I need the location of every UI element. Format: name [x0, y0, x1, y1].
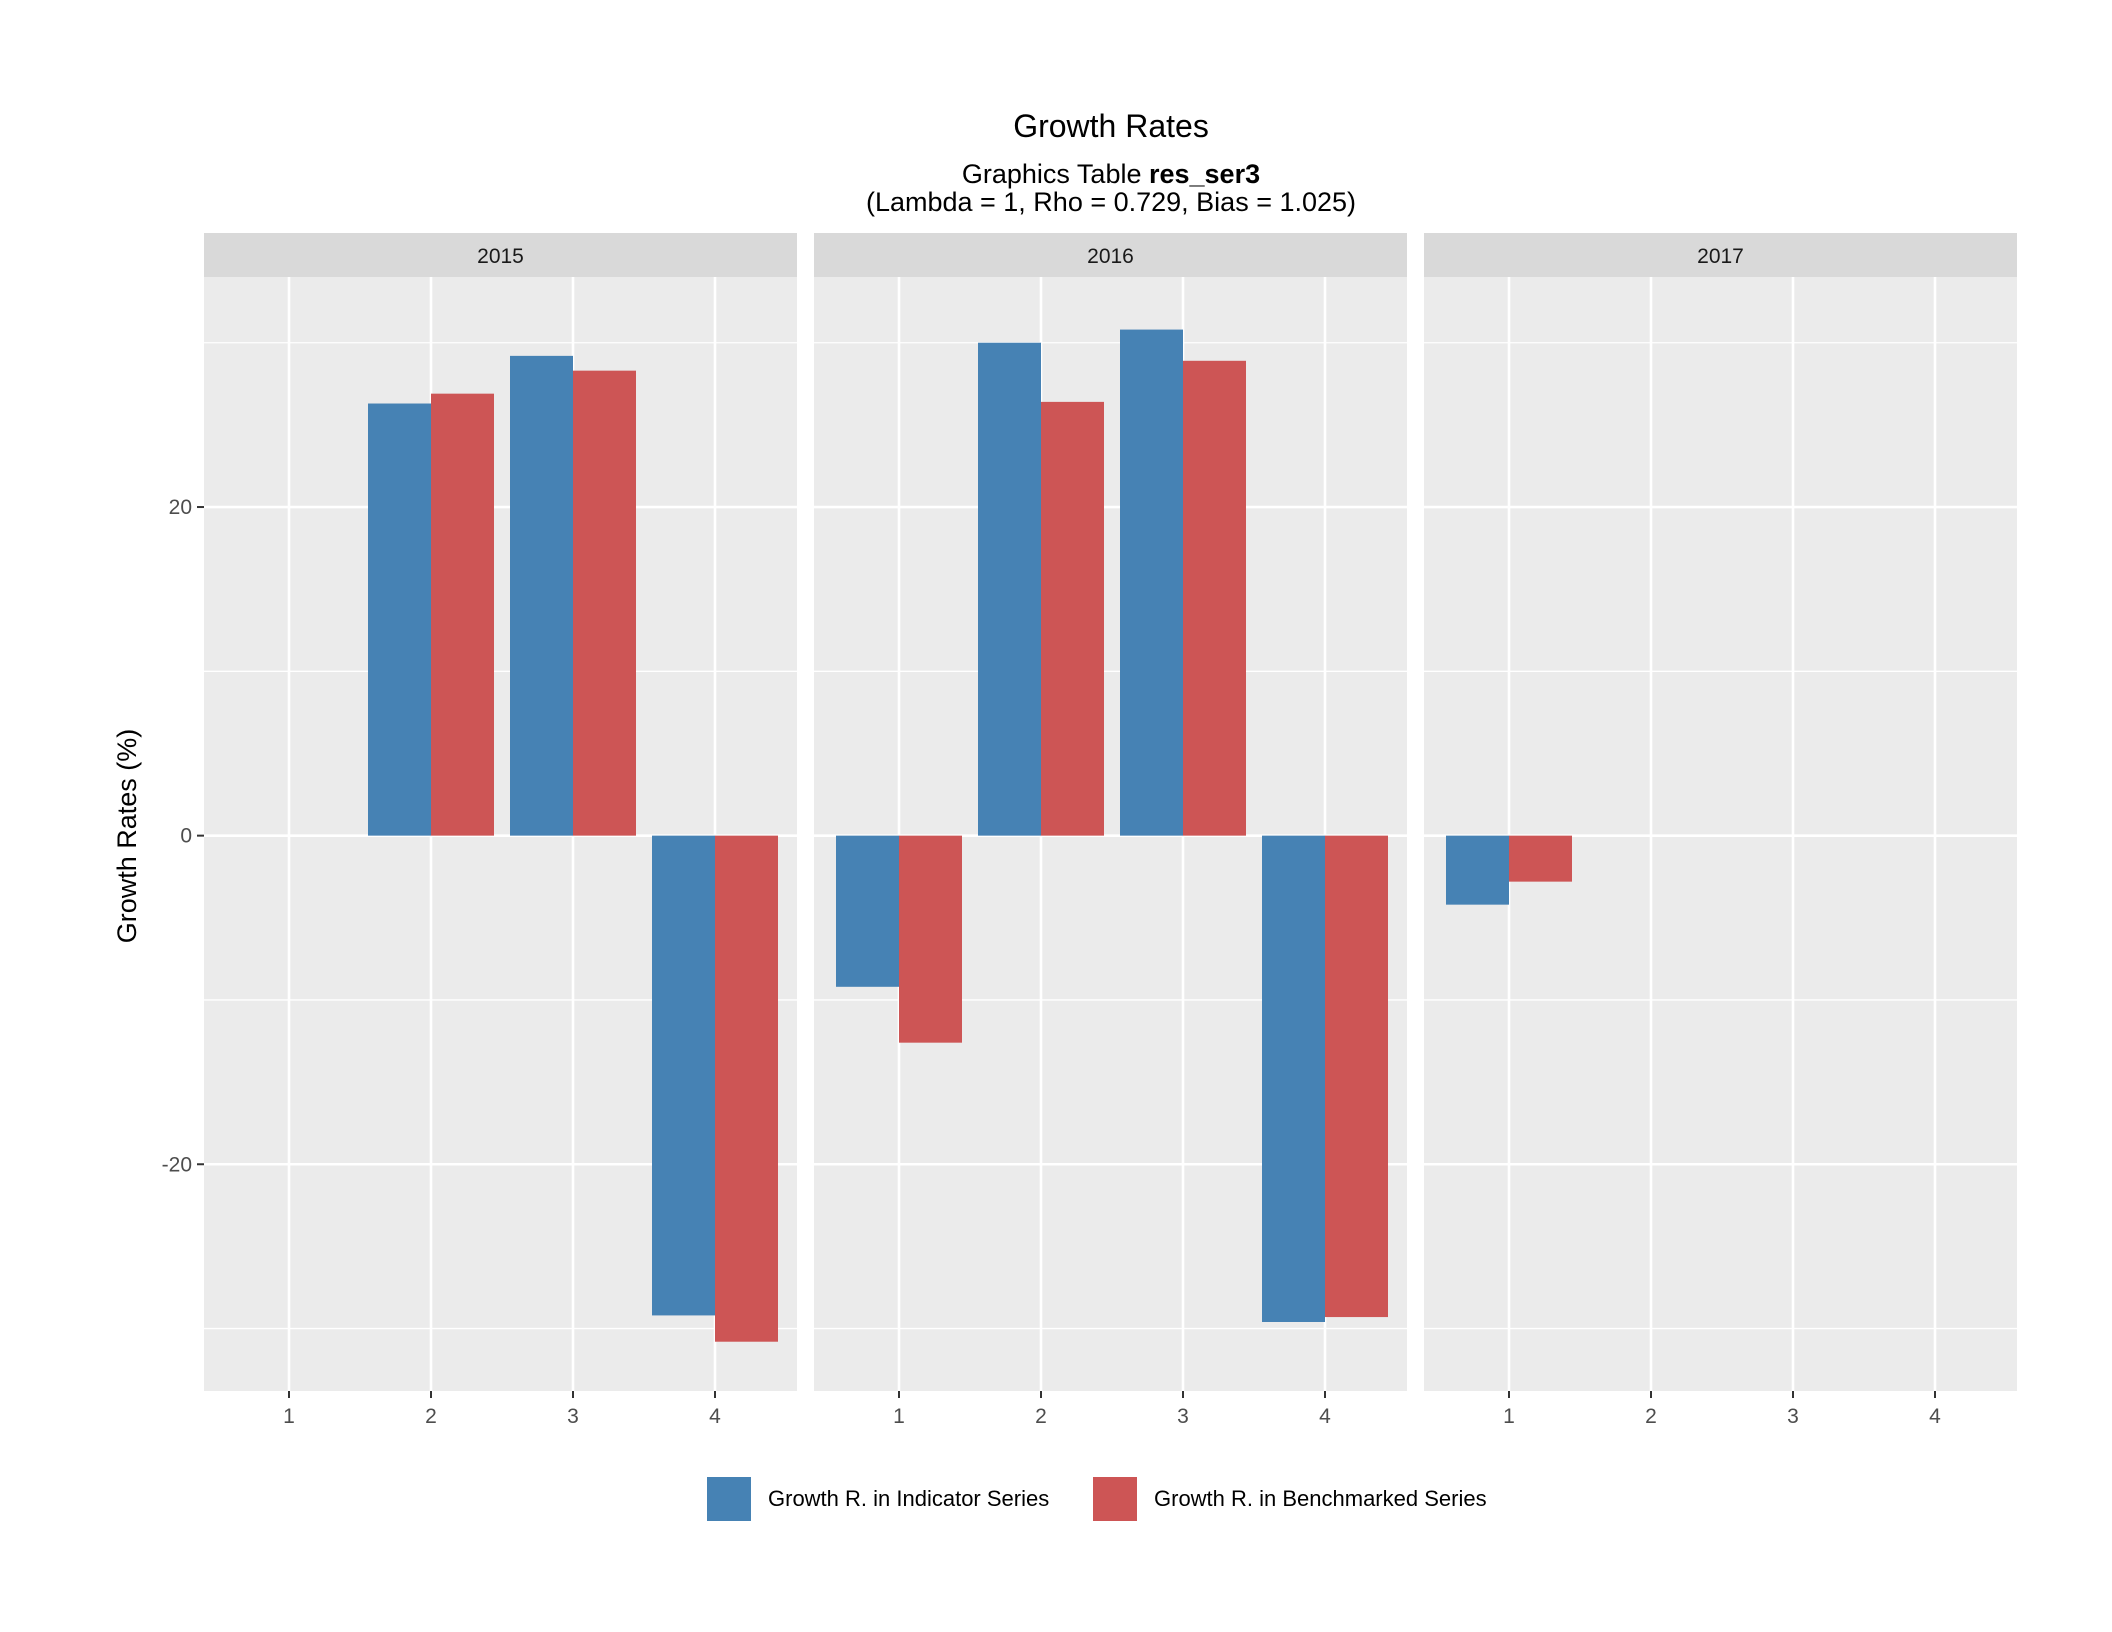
- facet-panel-2016: 2016 1 2 3 4: [814, 233, 1407, 1428]
- chart-subtitle-line2: (Lambda = 1, Rho = 0.729, Bias = 1.025): [866, 187, 1356, 217]
- bar-benchmarked: [715, 835, 778, 1342]
- bar-benchmarked: [573, 370, 636, 836]
- legend-item: Growth R. in Benchmarked Series: [1093, 1477, 1487, 1521]
- chart-title: Growth Rates: [1013, 108, 1209, 144]
- x-tick-label: 3: [1787, 1405, 1799, 1428]
- bar-indicator: [836, 835, 899, 987]
- facet-strip: [204, 233, 797, 277]
- x-tick-label: 4: [1319, 1405, 1331, 1428]
- bar-indicator: [1446, 835, 1509, 905]
- y-axis-label: Growth Rates (%): [112, 729, 142, 944]
- bar-indicator: [510, 355, 573, 836]
- panel-background: [1424, 277, 2017, 1391]
- bar-benchmarked: [1325, 835, 1388, 1318]
- bar-indicator: [368, 403, 431, 836]
- legend-key: [1093, 1477, 1137, 1521]
- bar-indicator: [1262, 835, 1325, 1322]
- bar-benchmarked: [1041, 401, 1104, 836]
- x-tick-label: 2: [1645, 1405, 1657, 1428]
- x-tick-label: 4: [709, 1405, 721, 1428]
- bar-indicator: [978, 342, 1041, 836]
- x-tick-label: 1: [1503, 1405, 1515, 1428]
- x-tick-label: 1: [893, 1405, 905, 1428]
- facet-strip-label: 2015: [477, 245, 524, 268]
- legend: Growth R. in Indicator Series Growth R. i…: [707, 1477, 1487, 1521]
- facet-panel-2017: 2017 1 2 3 4: [1424, 233, 2017, 1428]
- x-tick-label: 3: [567, 1405, 579, 1428]
- x-tick-label: 3: [1177, 1405, 1189, 1428]
- bar-indicator: [1120, 329, 1183, 836]
- y-tick-label: 20: [169, 496, 192, 519]
- facet-strip-label: 2017: [1697, 245, 1744, 268]
- y-tick-label: -20: [162, 1153, 192, 1176]
- bar-indicator: [652, 835, 715, 1316]
- bar-benchmarked: [431, 393, 494, 836]
- y-axis: 20 0 -20: [162, 496, 204, 1176]
- facet-panels: 2015 1 2 3 4 2016 1 2 3 4 2017 1 2 3 4: [204, 233, 2017, 1428]
- facet-strip: [814, 233, 1407, 277]
- x-tick-label: 4: [1929, 1405, 1941, 1428]
- facet-strip: [1424, 233, 2017, 277]
- x-tick-label: 1: [283, 1405, 295, 1428]
- chart-subtitle: Graphics Table res_ser3: [962, 159, 1260, 189]
- facet-strip-label: 2016: [1087, 245, 1134, 268]
- x-tick-label: 2: [1035, 1405, 1047, 1428]
- chart-subtitle-prefix: Graphics Table: [962, 159, 1149, 189]
- legend-item: Growth R. in Indicator Series: [707, 1477, 1049, 1521]
- legend-label: Growth R. in Indicator Series: [768, 1486, 1049, 1511]
- legend-label: Growth R. in Benchmarked Series: [1154, 1486, 1487, 1511]
- y-tick-label: 0: [180, 825, 192, 848]
- x-tick-label: 2: [425, 1405, 437, 1428]
- legend-key: [707, 1477, 751, 1521]
- bar-benchmarked: [1183, 360, 1246, 836]
- facet-panel-2015: 2015 1 2 3 4: [204, 233, 797, 1428]
- bar-benchmarked: [899, 835, 962, 1043]
- chart-subtitle-bold: res_ser3: [1149, 159, 1260, 189]
- bar-benchmarked: [1509, 835, 1572, 882]
